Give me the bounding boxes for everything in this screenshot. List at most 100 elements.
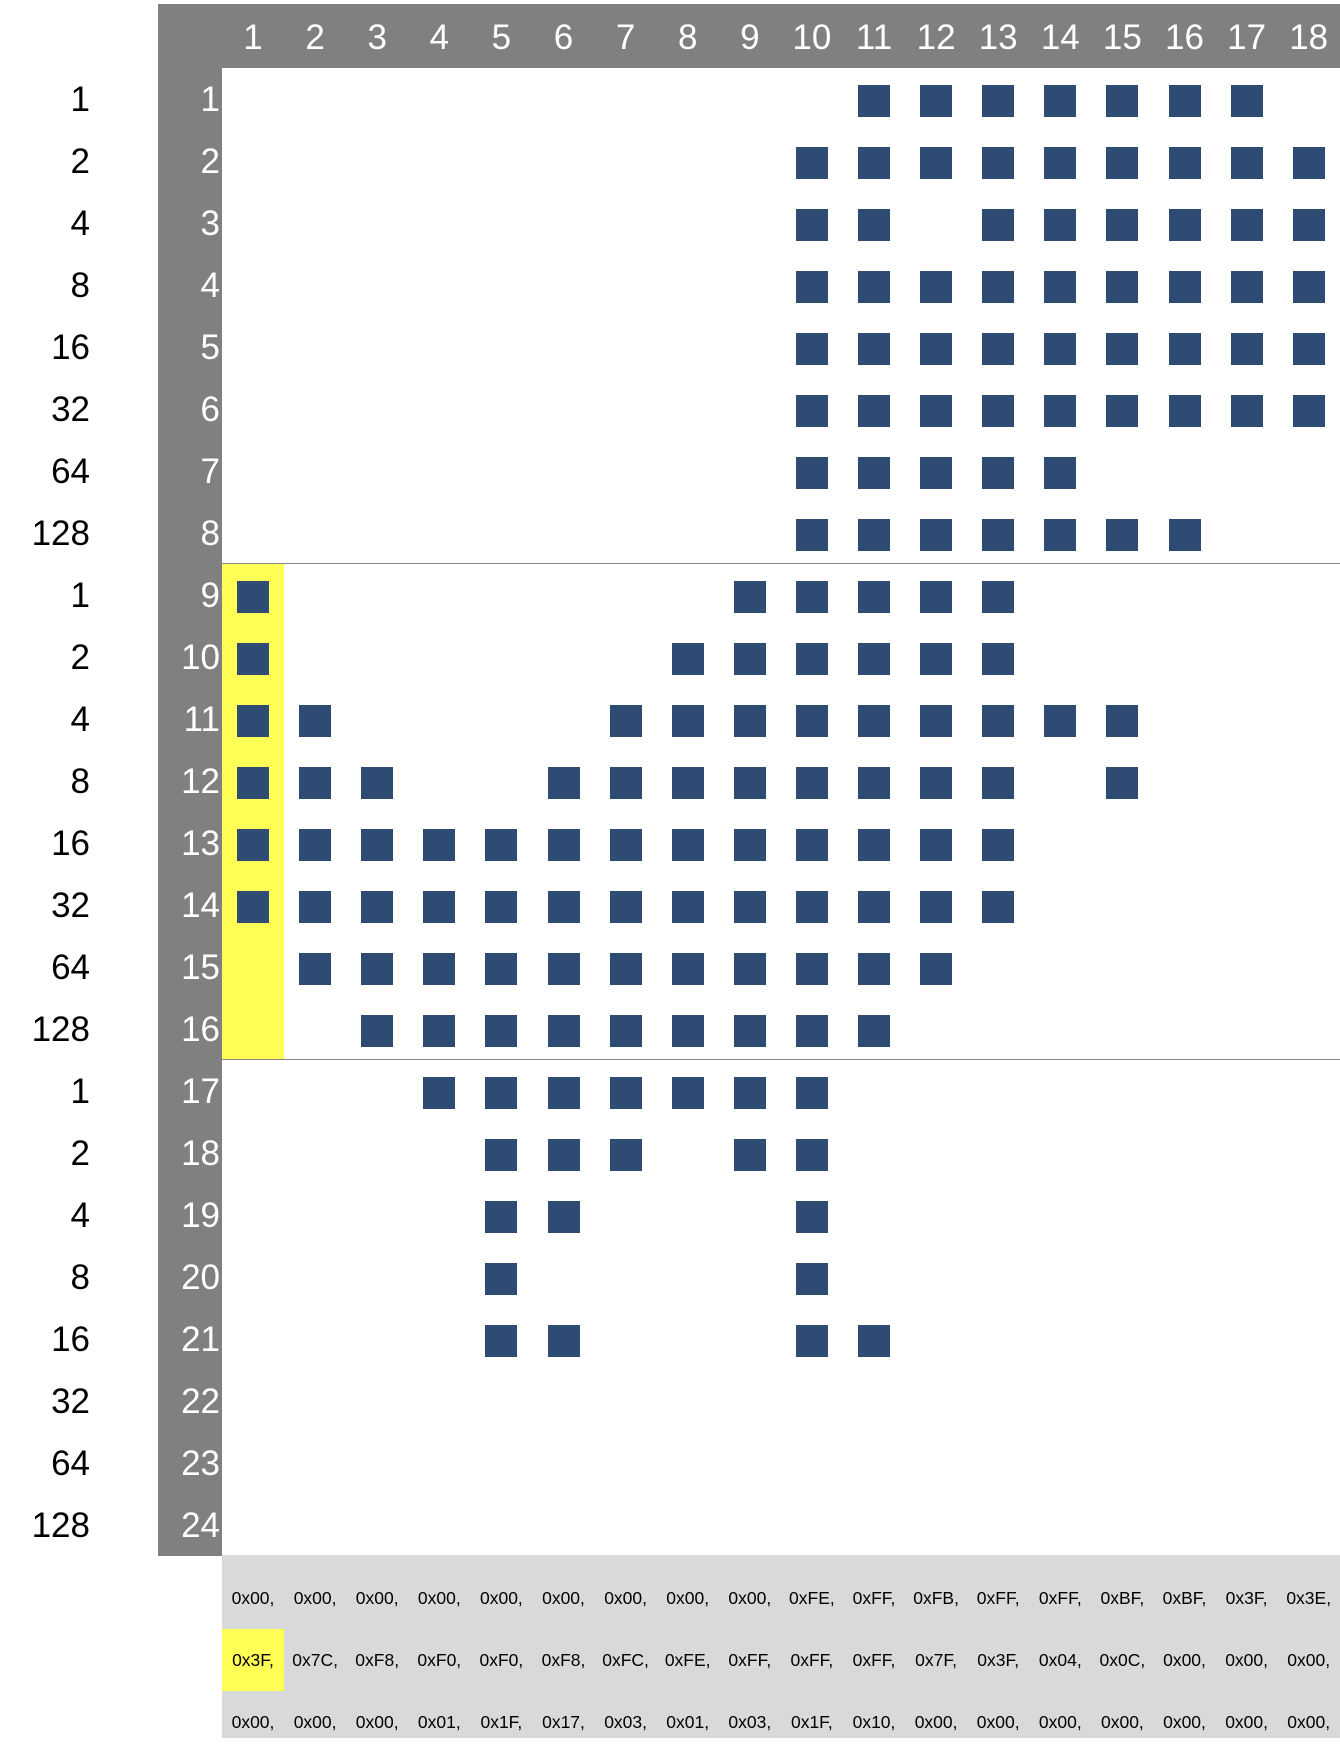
pixel-on bbox=[920, 767, 952, 799]
pixel-on bbox=[734, 767, 766, 799]
pixel-on bbox=[672, 829, 704, 861]
row-number: 10 bbox=[181, 638, 220, 677]
pixel-on bbox=[858, 209, 890, 241]
pixel-on bbox=[1293, 147, 1325, 179]
pixel-on bbox=[361, 829, 393, 861]
pixel-on bbox=[1044, 85, 1076, 117]
hex-value: 0x17, bbox=[542, 1712, 585, 1732]
hex-value: 0xF0, bbox=[479, 1650, 524, 1670]
column-number: 3 bbox=[367, 18, 387, 57]
pixel-on bbox=[610, 1139, 642, 1171]
pixel-on bbox=[1169, 85, 1201, 117]
bit-weight-label: 32 bbox=[51, 886, 90, 925]
pixel-on bbox=[1169, 209, 1201, 241]
pixel-on bbox=[858, 829, 890, 861]
pixel-on bbox=[485, 1015, 517, 1047]
hex-output-panel bbox=[222, 1555, 1340, 1738]
pixel-on bbox=[1044, 271, 1076, 303]
bit-weight-label: 64 bbox=[51, 948, 90, 987]
pixel-on bbox=[982, 705, 1014, 737]
pixel-on bbox=[610, 767, 642, 799]
bit-weight-label: 2 bbox=[70, 1134, 90, 1173]
hex-value: 0x3E, bbox=[1286, 1588, 1332, 1608]
pixel-on bbox=[672, 953, 704, 985]
pixel-on bbox=[858, 1325, 890, 1357]
row-header-bar bbox=[158, 4, 222, 1556]
pixel-on bbox=[796, 581, 828, 613]
pixel-on bbox=[920, 395, 952, 427]
hex-value: 0xFF, bbox=[790, 1650, 834, 1670]
row-number: 22 bbox=[181, 1382, 220, 1421]
pixel-on bbox=[858, 271, 890, 303]
hex-value: 0x00, bbox=[479, 1588, 523, 1608]
byte-separator-2 bbox=[222, 1059, 1340, 1060]
hex-value: 0xFE, bbox=[664, 1650, 711, 1670]
pixel-on bbox=[920, 271, 952, 303]
row-number: 1 bbox=[200, 80, 220, 119]
pixel-on bbox=[1044, 457, 1076, 489]
pixel-on bbox=[548, 1201, 580, 1233]
pixel-on bbox=[982, 85, 1014, 117]
pixel-on bbox=[423, 953, 455, 985]
hex-value: 0x00, bbox=[231, 1712, 275, 1732]
bit-weight-label: 128 bbox=[31, 514, 90, 553]
hex-value: 0x00, bbox=[914, 1712, 958, 1732]
pixel-on bbox=[548, 767, 580, 799]
hex-value: 0x3F, bbox=[1225, 1588, 1268, 1608]
pixel-on bbox=[423, 891, 455, 923]
bit-weight-label: 32 bbox=[51, 390, 90, 429]
pixel-on bbox=[858, 581, 890, 613]
pixel-on bbox=[920, 457, 952, 489]
pixel-on bbox=[858, 395, 890, 427]
pixel-on bbox=[1044, 705, 1076, 737]
row-number: 7 bbox=[200, 452, 220, 491]
pixel-on bbox=[672, 705, 704, 737]
hex-row: 0x00, 0x00, 0x00, 0x00, 0x00, 0x00, 0x00, 0x00,… bbox=[222, 1567, 1340, 1629]
pixel-on bbox=[920, 519, 952, 551]
pixel-on bbox=[858, 457, 890, 489]
pixel-on bbox=[610, 891, 642, 923]
column-number: 16 bbox=[1165, 18, 1204, 57]
pixel-on bbox=[1231, 209, 1263, 241]
hex-value: 0x00, bbox=[1225, 1712, 1268, 1732]
hex-value: 0x03, bbox=[604, 1712, 647, 1732]
pixel-on bbox=[237, 643, 269, 675]
column-number: 7 bbox=[615, 18, 636, 57]
pixel-on bbox=[610, 829, 642, 861]
hex-row: 0x00, 0x00, 0x00, 0x01, 0x1F, 0x17, 0x03, 0x01,… bbox=[222, 1691, 1340, 1753]
pixel-on bbox=[237, 891, 269, 923]
pixel-on bbox=[361, 953, 393, 985]
pixel-on bbox=[1231, 395, 1263, 427]
pixel-on bbox=[982, 271, 1014, 303]
pixel-on bbox=[982, 891, 1014, 923]
pixel-on bbox=[858, 767, 890, 799]
pixel-on bbox=[1231, 147, 1263, 179]
pixel-grid bbox=[222, 68, 1340, 1556]
bit-weight-label: 128 bbox=[31, 1010, 90, 1049]
pixel-on bbox=[982, 457, 1014, 489]
pixel-on bbox=[610, 1015, 642, 1047]
pixel-on bbox=[1106, 209, 1138, 241]
pixel-on bbox=[982, 519, 1014, 551]
hex-value: 0x1F, bbox=[790, 1712, 833, 1732]
pixel-on bbox=[548, 1077, 580, 1109]
pixel-on bbox=[237, 767, 269, 799]
hex-value: 0x00, bbox=[728, 1588, 772, 1608]
pixel-on bbox=[361, 1015, 393, 1047]
hex-value: 0xFC, bbox=[602, 1650, 649, 1670]
pixel-on bbox=[796, 271, 828, 303]
bit-weight-label: 2 bbox=[70, 638, 90, 677]
pixel-on bbox=[1044, 209, 1076, 241]
pixel-on bbox=[982, 333, 1014, 365]
pixel-on bbox=[548, 1325, 580, 1357]
byte-separator-1 bbox=[222, 563, 1340, 564]
pixel-on bbox=[423, 829, 455, 861]
pixel-on bbox=[485, 953, 517, 985]
column-number: 15 bbox=[1102, 18, 1142, 57]
pixel-on bbox=[1293, 333, 1325, 365]
pixel-on bbox=[548, 829, 580, 861]
pixel-on bbox=[548, 1139, 580, 1171]
pixel-on bbox=[1231, 85, 1263, 117]
hex-value: 0x1F, bbox=[480, 1712, 523, 1732]
